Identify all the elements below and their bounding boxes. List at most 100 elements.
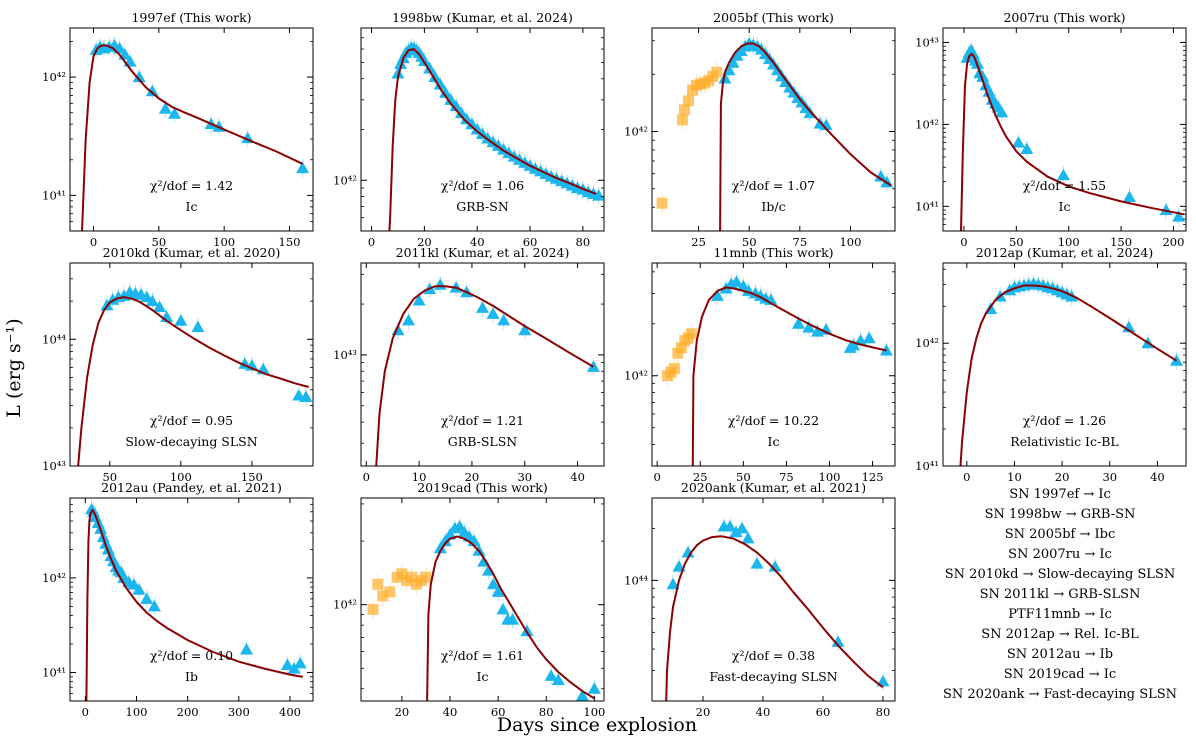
panel: 0 25 50 75 100 125 10⁴² 11mnb (This work) χ²/dof… — [624, 245, 896, 484]
y-axis-label: L (erg s⁻¹) — [3, 318, 25, 417]
panel-frame — [69, 497, 314, 702]
data-triangle — [417, 54, 431, 66]
plot-area — [959, 41, 1186, 231]
data-triangle — [735, 521, 749, 534]
x-tick-label: 25 — [693, 470, 708, 484]
y-tick-label: 10⁴² — [624, 369, 648, 383]
data-triangle — [438, 534, 452, 547]
panel-title: 2012ap (Kumar, et al. 2024) — [976, 245, 1154, 260]
y-tick-label: 10⁴³ — [333, 348, 357, 362]
x-axis-label: Days since explosion — [497, 714, 697, 736]
data-triangle — [391, 66, 405, 79]
data-square — [676, 114, 688, 126]
panel-title: 2019cad (This work) — [417, 480, 548, 495]
x-tick-label: 20 — [1055, 470, 1070, 484]
y-tick-label: 10⁴² — [42, 70, 66, 84]
data-triangle — [443, 527, 457, 540]
data-triangle — [876, 674, 890, 687]
data-triangle — [280, 658, 294, 671]
x-tick-label: 200 — [177, 705, 199, 719]
x-tick-label: 25 — [691, 235, 706, 249]
y-tick-label: 10⁴¹ — [915, 459, 939, 473]
x-tick-label: 50 — [1009, 235, 1024, 249]
data-triangle — [729, 275, 743, 287]
panel-frame — [942, 27, 1187, 232]
panel-title: 2007ru (This work) — [1003, 10, 1125, 25]
plot-area — [77, 283, 313, 466]
data-triangle — [486, 307, 500, 319]
data-triangle — [819, 118, 833, 131]
panel: 20 40 60 80 100 10⁴² 2019cad (This work) χ²/dof… — [333, 480, 605, 719]
data-square — [668, 363, 680, 375]
x-tick-label: 0 — [90, 235, 97, 249]
panel-frame — [651, 27, 896, 232]
legend-line: SN 1997ef → Ic — [1009, 487, 1111, 502]
x-tick-label: 150 — [241, 470, 263, 484]
panel: 0 10 20 30 40 10⁴³ 2011kl (Kumar, et al. 2024)… — [333, 245, 605, 484]
x-tick-label: 100 — [1058, 235, 1080, 249]
chi2-annotation: χ²/dof = 10.22 — [728, 413, 819, 428]
data-square — [372, 578, 384, 590]
data-triangle — [1056, 168, 1070, 181]
data-triangle — [874, 170, 888, 182]
panel-title: 2005bf (This work) — [713, 10, 834, 25]
class-annotation: Ib/c — [761, 199, 785, 214]
plot-area — [81, 36, 310, 231]
data-triangle — [465, 117, 479, 130]
data-triangle — [140, 592, 154, 604]
x-tick-label: 0 — [368, 235, 375, 249]
data-square — [678, 104, 690, 116]
x-tick-label: 80 — [876, 705, 891, 719]
data-triangle — [449, 99, 463, 112]
chi2-annotation: χ²/dof = 1.26 — [1023, 413, 1106, 428]
x-tick-label: 75 — [779, 470, 794, 484]
plot-area — [375, 275, 600, 466]
data-square — [656, 197, 668, 209]
legend-line: SN 2007ru → Ic — [1008, 547, 1112, 562]
panel-title: 1997ef (This work) — [131, 10, 251, 25]
x-tick-label: 50 — [742, 235, 757, 249]
x-tick-label: 60 — [523, 235, 538, 249]
data-triangle — [1172, 210, 1186, 222]
data-triangle — [666, 577, 680, 590]
y-tick-label: 10⁴⁴ — [42, 332, 66, 346]
y-tick-label: 10⁴² — [915, 336, 939, 350]
data-triangle — [402, 313, 416, 326]
chi2-annotation: χ²/dof = 1.07 — [732, 178, 815, 193]
x-tick-label: 10 — [1007, 470, 1022, 484]
plot-area — [367, 517, 601, 701]
data-triangle — [293, 656, 307, 669]
class-annotation: Ic — [1059, 199, 1071, 214]
y-tick-label: 10⁴³ — [915, 35, 939, 49]
panel-frame — [360, 497, 605, 702]
data-triangle — [433, 541, 447, 554]
data-triangle — [1122, 190, 1136, 202]
class-annotation: Ib — [185, 669, 198, 684]
legend-line: SN 2020ank → Fast-decaying SLSN — [942, 687, 1178, 702]
class-annotation: GRB-SLSN — [448, 434, 517, 449]
chi2-annotation: χ²/dof = 1.42 — [150, 178, 233, 193]
model-curve — [691, 286, 887, 466]
panel-title: 11mnb (This work) — [713, 245, 833, 260]
panel-frame — [69, 262, 314, 467]
x-tick-label: 300 — [228, 705, 250, 719]
x-tick-label: 20 — [417, 235, 432, 249]
plot-area — [959, 274, 1183, 466]
chi2-annotation: χ²/dof = 1.55 — [1023, 178, 1106, 193]
y-tick-label: 10⁴¹ — [42, 666, 66, 680]
plot-area — [388, 38, 604, 231]
data-triangle — [750, 557, 764, 569]
data-square — [682, 95, 694, 107]
panel: 0 50 100 150 10⁴¹ 10⁴² 1997ef (This work) χ²/do… — [42, 10, 314, 249]
legend-line: PTF11mnb → Ic — [1008, 607, 1112, 622]
x-tick-label: 400 — [279, 705, 301, 719]
x-tick-label: 0 — [82, 705, 89, 719]
data-triangle — [518, 323, 532, 336]
data-triangle — [726, 56, 740, 68]
panel-title: 2010kd (Kumar, et al. 2020) — [103, 245, 281, 260]
data-triangle — [174, 314, 188, 326]
x-tick-label: 100 — [126, 705, 148, 719]
data-triangle — [995, 105, 1009, 118]
legend-line: SN 2012ap → Rel. Ic-BL — [981, 627, 1139, 642]
